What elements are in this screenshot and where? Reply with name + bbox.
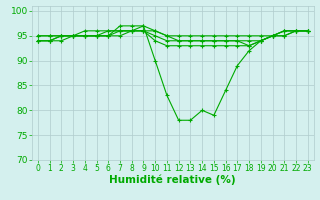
- X-axis label: Humidité relative (%): Humidité relative (%): [109, 175, 236, 185]
